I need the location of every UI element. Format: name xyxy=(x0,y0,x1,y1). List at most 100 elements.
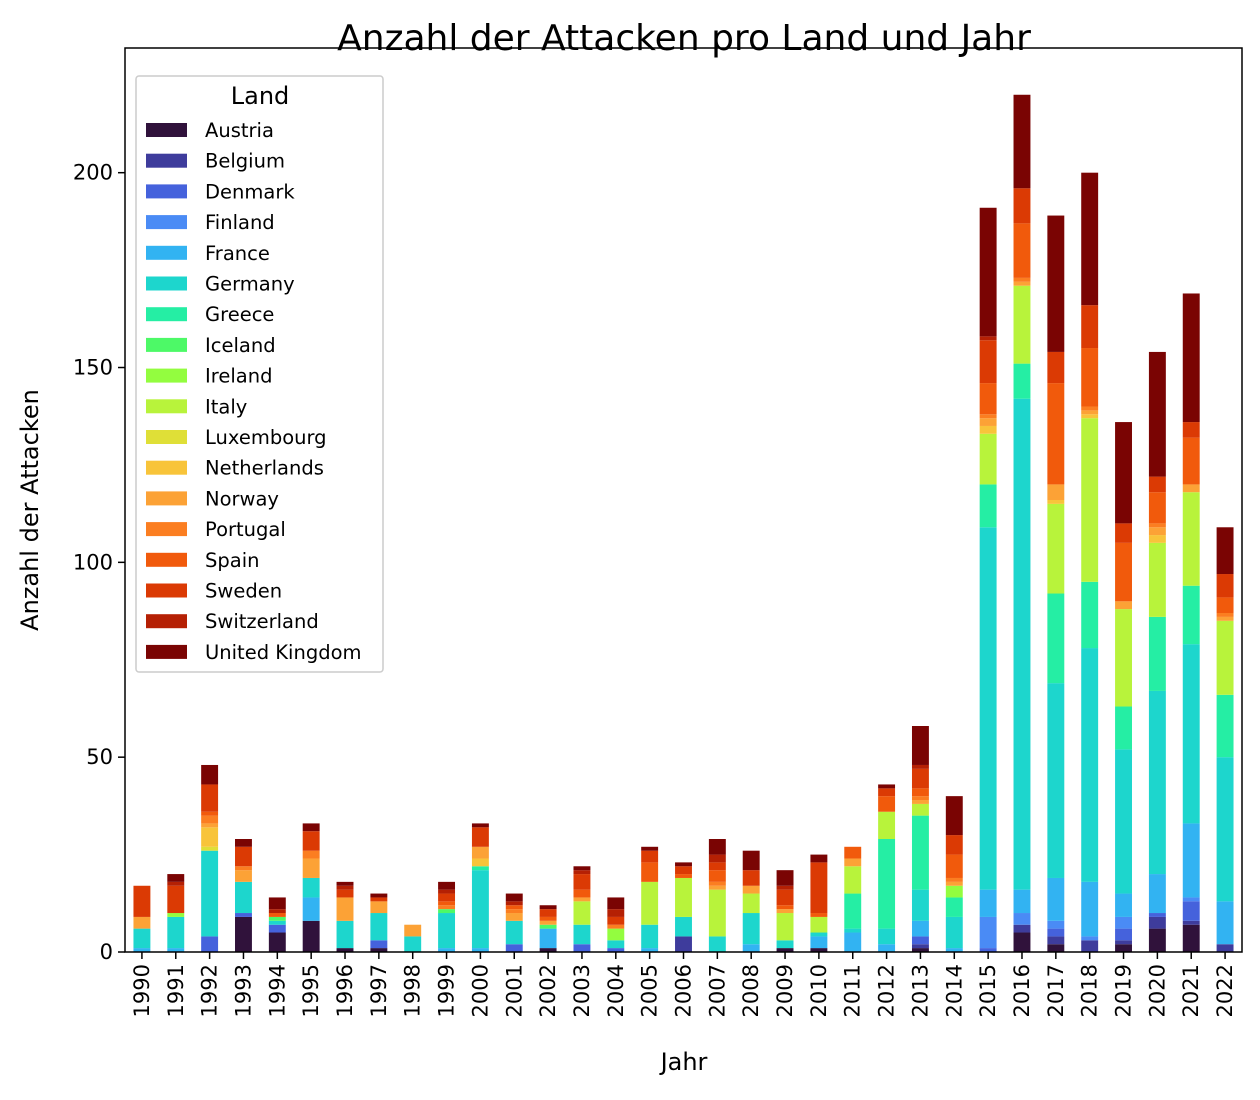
bar-segment: Spain 2022: 4 xyxy=(1216,597,1234,613)
bar-segment: France 2019: 6 xyxy=(1115,893,1132,917)
bar-segment: Spain 2009: 1 xyxy=(776,905,794,910)
bar-segment: Denmark 2003: 2 xyxy=(573,944,591,952)
bar-segment: Portugal 1992: 2 xyxy=(201,815,219,824)
bar-segment: Germany 2012: 4 xyxy=(878,928,896,945)
bar-segment: United Kingdom 1993: 2 xyxy=(235,839,252,847)
x-tick-label: 2006 xyxy=(672,964,696,1017)
bar-segment: France 1990: 1 xyxy=(133,948,151,952)
bar-segment: Germany 2006: 5 xyxy=(675,916,692,937)
bar-segment: Iceland 1999: 1 xyxy=(438,909,456,914)
bar-segment: Finland 2021: 1 xyxy=(1182,897,1200,902)
bar-segment: Greece 2020: 19 xyxy=(1148,616,1166,691)
bar-segment: Norway 2008: 2 xyxy=(742,885,760,894)
x-tick-label: 1993 xyxy=(231,964,255,1017)
bar-segment: Germany 2000: 20 xyxy=(471,870,489,949)
bar-segment: United Kingdom 1999: 2 xyxy=(438,881,456,890)
bar-segment: United Kingdom 1991: 2 xyxy=(167,874,185,882)
bar-segment: United Kingdom 1995: 2 xyxy=(302,823,320,832)
legend: Land Austria Belgium Denmark Finland France G… xyxy=(135,75,384,673)
legend-label: Austria xyxy=(205,119,274,142)
bar-segment: Spain 2007: 3 xyxy=(708,870,726,882)
bar-segment: Portugal 2013: 1 xyxy=(911,796,929,801)
bar-segment: Norway 2016: 1 xyxy=(1013,281,1031,286)
bar-segment: Spain 2006: 1 xyxy=(675,874,692,878)
bar-segment: Norway 2015: 2 xyxy=(979,418,997,426)
bar-segment: Spain 2021: 12 xyxy=(1182,437,1200,485)
legend-swatch xyxy=(146,276,187,291)
legend-label: Luxembourg xyxy=(205,426,327,449)
bar-segment: Italy 2009: 7 xyxy=(776,913,794,941)
bar-segment: France 2000: 1 xyxy=(471,948,489,952)
bar-segment: Spain 2019: 15 xyxy=(1115,542,1132,602)
bar-segment: Sweden 2021: 4 xyxy=(1182,422,1200,438)
bar-segment: Austria 1996: 1 xyxy=(336,948,354,952)
bar-segment: Greece 2014: 5 xyxy=(945,897,963,917)
bar-segment: United Kingdom 1992: 5 xyxy=(201,764,219,785)
bar-segment: Sweden 2016: 9 xyxy=(1013,188,1031,224)
legend-swatch xyxy=(146,368,187,383)
bar-segment: Norway 2013: 1 xyxy=(911,800,929,804)
bar-segment: Portugal 2016: 1 xyxy=(1013,277,1031,282)
bar-segment: Germany 1995: 5 xyxy=(302,877,320,898)
bar-segment: United Kingdom 2007: 4 xyxy=(708,839,726,855)
legend-label: France xyxy=(205,242,270,265)
bar-segment: Greece 2017: 23 xyxy=(1047,593,1065,684)
legend-swatch xyxy=(146,337,187,352)
bar-segment: France 2022: 11 xyxy=(1216,901,1234,945)
bar-segment: Sweden 1999: 2 xyxy=(438,893,456,902)
bar-segment: Belgium 2018: 3 xyxy=(1081,940,1099,952)
bar-segment: Switzerland 2001: 1 xyxy=(505,901,523,906)
bar-segment: Iceland 2002: 1 xyxy=(539,924,557,929)
bar-segment: France 2012: 2 xyxy=(878,944,896,952)
bar-segment: Italy 2007: 12 xyxy=(708,889,726,937)
bar-segment: Austria 2021: 7 xyxy=(1182,924,1200,952)
bar-segment: France 2021: 19 xyxy=(1182,823,1200,898)
bar-segment: Germany 1998: 4 xyxy=(404,936,422,952)
bar-segment: Switzerland 1999: 1 xyxy=(438,889,456,894)
bar-segment: France 2011: 5 xyxy=(844,932,862,952)
bar-segment: Norway 2021: 2 xyxy=(1182,484,1200,493)
bar-segment: Germany 2021: 46 xyxy=(1182,644,1200,824)
bar-segment: United Kingdom 2013: 10 xyxy=(911,726,929,765)
bar-segment: Spain 2016: 14 xyxy=(1013,223,1031,278)
bar-segment: Germany 2020: 47 xyxy=(1148,690,1166,875)
bar-segment: France 2017: 11 xyxy=(1047,877,1065,921)
bar-segment: Netherlands 2015: 2 xyxy=(979,425,997,434)
bar-segment: United Kingdom 2002: 1 xyxy=(539,905,557,910)
bar-segment: Switzerland 1994: 1 xyxy=(268,909,286,914)
legend-label: Norway xyxy=(205,487,279,510)
bar-segment: Italy 2016: 20 xyxy=(1013,285,1031,364)
bar-segment: Norway 1998: 3 xyxy=(404,924,422,937)
bar-segment: Denmark 2017: 2 xyxy=(1047,928,1065,937)
bar-segment: Finland 2016: 3 xyxy=(1013,913,1031,925)
bar-segment: Spain 1992: 1 xyxy=(201,811,219,816)
bar-segment: Norway 2014: 1 xyxy=(945,881,963,886)
x-tick-label: 1998 xyxy=(401,964,425,1017)
x-tick-label: 2004 xyxy=(604,964,628,1017)
bar-segment: Sweden 2006: 2 xyxy=(675,866,692,875)
bar-segment: Germany 2016: 126 xyxy=(1013,398,1031,890)
x-tick-label: 2016 xyxy=(1010,964,1034,1017)
x-tick-label: 2018 xyxy=(1078,964,1102,1017)
bar-segment: Sweden 2013: 5 xyxy=(911,768,929,789)
x-tick-label: 2009 xyxy=(773,964,797,1017)
bar-segment: Denmark 2015: 1 xyxy=(979,948,997,952)
y-tick-label: 100 xyxy=(73,550,113,574)
bar-segment: Norway 2011: 2 xyxy=(844,858,862,867)
legend-swatch xyxy=(146,614,187,629)
bar-segment: Austria 2019: 2 xyxy=(1115,944,1132,952)
bar-segment: Sweden 1995: 5 xyxy=(302,831,320,851)
bar-segment: Switzerland 2004: 2 xyxy=(607,909,625,917)
bar-segment: Spain 2012: 4 xyxy=(878,796,896,812)
bar-segment: Netherlands 2000: 2 xyxy=(471,858,489,867)
bar-segment: Sweden 2008: 4 xyxy=(742,870,760,886)
bar-segment: Spain 2011: 3 xyxy=(844,846,862,859)
legend-items: Austria Belgium Denmark Finland France German… xyxy=(146,119,362,664)
bar-segment: Sweden 2010: 13 xyxy=(810,862,828,914)
bar-segment: Sweden 2005: 3 xyxy=(641,850,659,863)
bar-segment: Italy 2021: 24 xyxy=(1182,492,1200,586)
x-tick-label: 2017 xyxy=(1044,964,1068,1017)
bar-segment: Italy 2006: 10 xyxy=(675,877,692,917)
bar-segment: Germany 2017: 50 xyxy=(1047,683,1065,878)
bar-segment: Belgium 2006: 4 xyxy=(675,936,692,952)
